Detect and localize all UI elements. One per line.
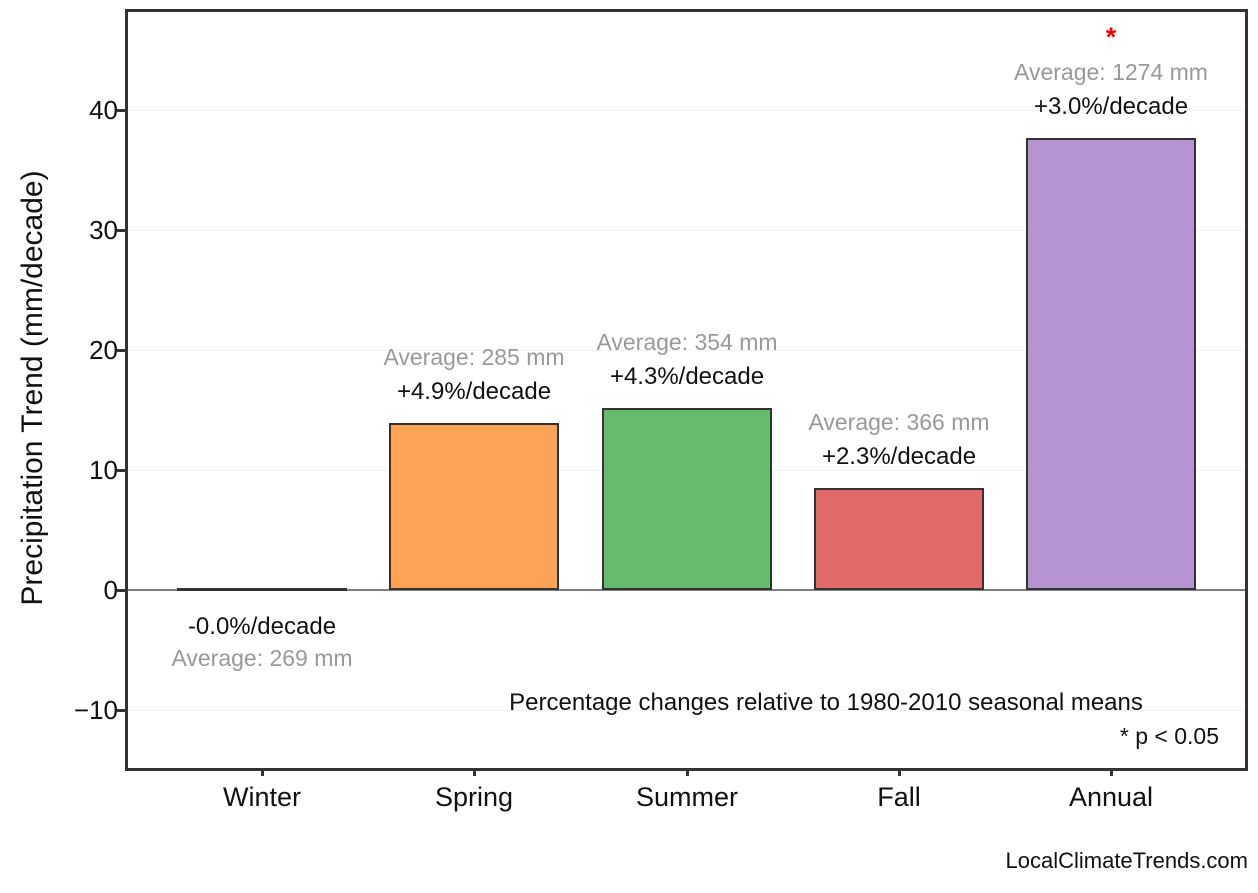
bar-fall [814, 488, 984, 590]
y-tick-mark [117, 229, 125, 232]
plot-area: Percentage changes relative to 1980-2010… [125, 9, 1248, 771]
x-tick-label-winter: Winter [222, 782, 301, 812]
y-tick-label: 10 [89, 455, 118, 485]
footer-brand: LocalClimateTrends.com [1005, 848, 1249, 873]
avg-label-summer: Average: 354 mm [596, 329, 778, 355]
y-tick-mark [117, 589, 125, 592]
x-tick-label-spring: Spring [434, 782, 514, 812]
avg-label-spring: Average: 285 mm [383, 344, 565, 370]
avg-label-annual: Average: 1274 mm [1014, 59, 1208, 85]
y-tick-label: 0 [103, 575, 118, 605]
bar-winter [177, 588, 347, 591]
y-tick-mark [117, 709, 125, 712]
avg-label-fall: Average: 366 mm [808, 409, 990, 435]
bar-annual [1026, 138, 1196, 590]
pct-label-winter: -0.0%/decade [187, 613, 337, 640]
x-tick-label-fall: Fall [877, 782, 921, 812]
x-tick-mark [261, 768, 264, 776]
y-tick-mark [117, 469, 125, 472]
bar-spring [389, 423, 559, 590]
pct-label-fall: +2.3%/decade [821, 443, 977, 470]
x-tick-mark [898, 768, 901, 776]
gridline-−10 [128, 710, 1245, 711]
gridline-40 [128, 110, 1245, 111]
y-tick-mark [117, 349, 125, 352]
y-tick-label: −10 [73, 695, 118, 725]
significance-note: * p < 0.05 [1119, 723, 1219, 749]
baseline-note: Percentage changes relative to 1980-2010… [509, 689, 1143, 716]
y-tick-label: 20 [89, 335, 118, 365]
gridline-30 [128, 230, 1245, 231]
zero-gridline [128, 589, 1245, 591]
y-tick-label: 40 [89, 95, 118, 125]
x-tick-mark [1110, 768, 1113, 776]
pct-label-spring: +4.9%/decade [396, 378, 552, 405]
pct-label-summer: +4.3%/decade [609, 363, 765, 390]
bar-summer [602, 408, 772, 590]
y-tick-mark [117, 109, 125, 112]
significance-asterisk: * [1105, 22, 1117, 52]
x-tick-label-annual: Annual [1068, 782, 1154, 812]
pct-label-annual: +3.0%/decade [1033, 93, 1189, 120]
x-tick-mark [473, 768, 476, 776]
y-tick-label: 30 [89, 215, 118, 245]
avg-label-winter: Average: 269 mm [171, 645, 353, 671]
gridline-20 [128, 350, 1245, 351]
x-tick-label-summer: Summer [635, 782, 738, 812]
x-tick-mark [686, 768, 689, 776]
